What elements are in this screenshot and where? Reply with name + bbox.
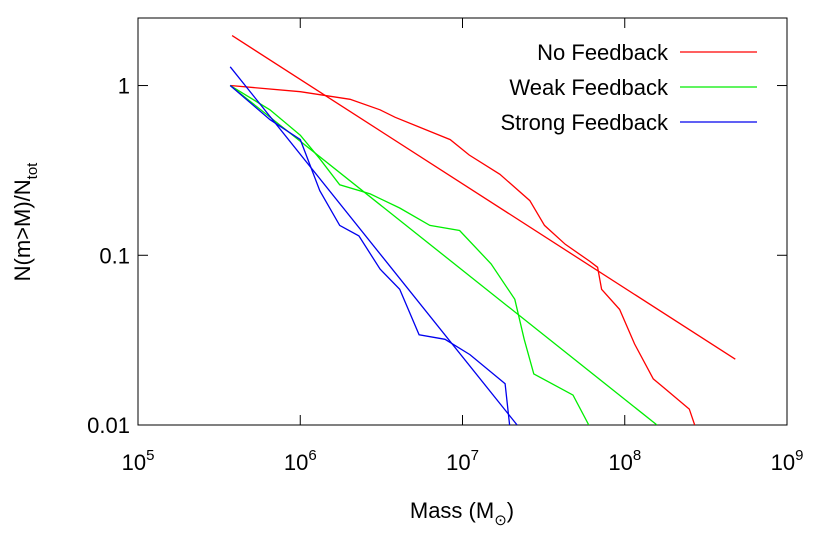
data-line [229, 84, 590, 425]
data-line [229, 85, 511, 425]
fit-line [231, 35, 736, 360]
y-tick-label: 0.1 [99, 243, 130, 268]
y-tick-label: 1 [118, 74, 130, 99]
x-axis-label: Mass (M⊙) [410, 498, 514, 529]
x-tick-label: 105 [122, 447, 155, 475]
x-tick-label: 109 [771, 447, 804, 475]
data-line [230, 84, 696, 425]
plot-frame [137, 17, 788, 426]
legend-label: Weak Feedback [509, 75, 669, 100]
x-tick-label: 108 [608, 447, 641, 475]
x-tick-label: 107 [446, 447, 479, 475]
fit-line [229, 66, 518, 425]
plot-lines [229, 35, 736, 425]
y-axis-label: N(m>M)/Ntot [10, 162, 41, 282]
legend-label: Strong Feedback [500, 110, 669, 135]
y-tick-label: 0.01 [87, 413, 130, 438]
x-tick-label: 106 [284, 447, 317, 475]
legend-label: No Feedback [537, 40, 669, 65]
